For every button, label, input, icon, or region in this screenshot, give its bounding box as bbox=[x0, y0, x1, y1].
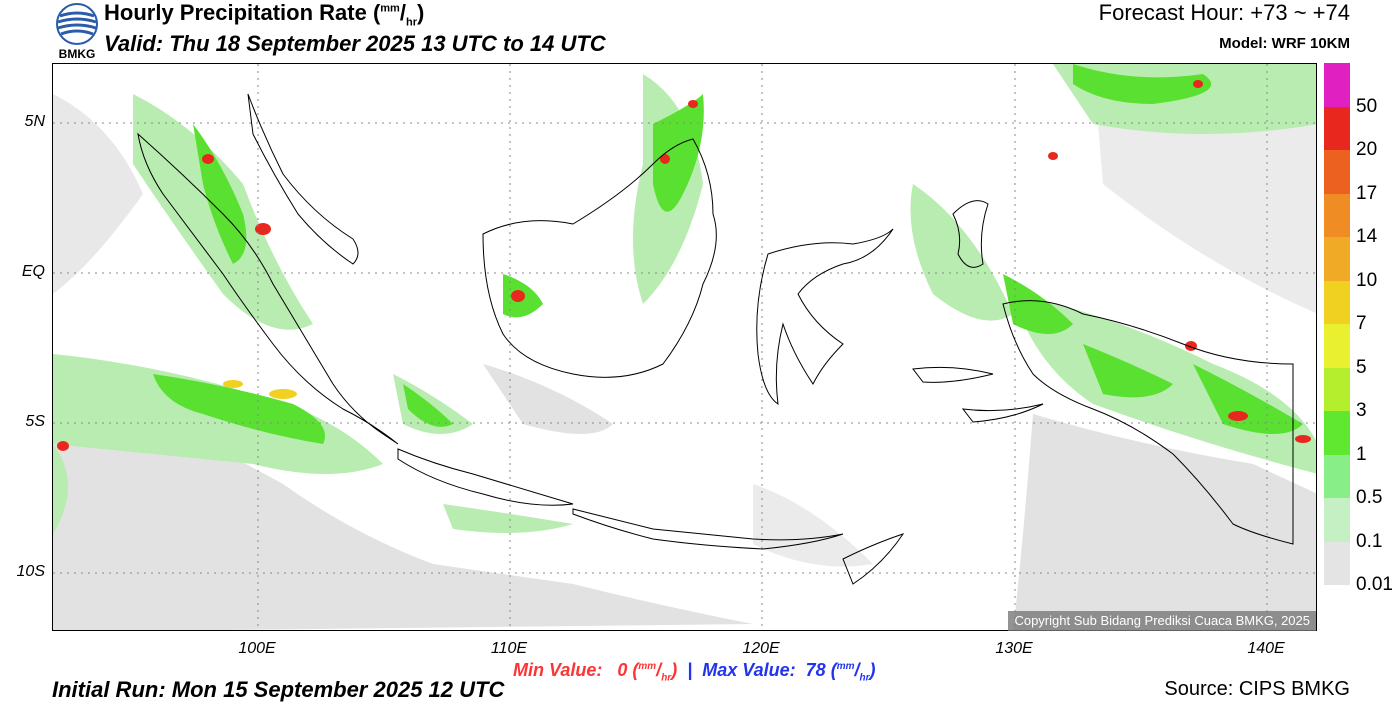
colorbar bbox=[1324, 63, 1350, 585]
colorbar-label: 0.5 bbox=[1356, 487, 1383, 508]
colorbar-segment bbox=[1324, 237, 1350, 281]
lat-label-10s: 10S bbox=[16, 563, 45, 580]
min-max-values: Min Value: 0 (mm/hr) | Max Value: 78 (mm… bbox=[513, 660, 876, 684]
lon-label-120e: 120E bbox=[742, 640, 780, 657]
colorbar-segment bbox=[1324, 367, 1350, 411]
colorbar-label: 10 bbox=[1356, 269, 1378, 291]
colorbar-label: 17 bbox=[1356, 182, 1378, 204]
heavy-rain-cores bbox=[57, 80, 1311, 451]
forecast-hour: Forecast Hour: +73 ~ +74 bbox=[1098, 0, 1350, 25]
colorbar-label: 0.1 bbox=[1356, 530, 1383, 552]
svg-text:BMKG: BMKG bbox=[59, 47, 96, 60]
chart-title: Hourly Precipitation Rate (mm/hr) bbox=[104, 0, 425, 29]
copyright-notice: Copyright Sub Bidang Prediksi Cuaca BMKG… bbox=[1008, 611, 1316, 631]
colorbar-label: 1 bbox=[1356, 443, 1367, 465]
colorbar-label: 5 bbox=[1356, 356, 1367, 378]
colorbar-label: 20 bbox=[1356, 139, 1378, 160]
colorbar-label: 14 bbox=[1356, 226, 1378, 247]
colorbar-segment bbox=[1324, 280, 1350, 324]
colorbar-segment bbox=[1324, 63, 1350, 107]
coastlines bbox=[137, 93, 1294, 585]
model-name: Model: WRF 10KM bbox=[1219, 35, 1350, 52]
colorbar-segment bbox=[1324, 454, 1350, 498]
colorbar-segment bbox=[1324, 150, 1350, 194]
lat-label-5n: 5N bbox=[24, 113, 45, 130]
lat-label-5s: 5S bbox=[25, 413, 45, 430]
valid-time: Valid: Thu 18 September 2025 13 UTC to 1… bbox=[104, 31, 606, 56]
precipitation-map bbox=[52, 63, 1317, 631]
colorbar-segment bbox=[1324, 498, 1350, 542]
source-label: Source: CIPS BMKG bbox=[1164, 678, 1350, 700]
lon-label-140e: 140E bbox=[1247, 640, 1285, 657]
lon-label-110e: 110E bbox=[490, 640, 528, 657]
colorbar-label: 50 bbox=[1356, 95, 1378, 117]
colorbar-segment bbox=[1324, 193, 1350, 237]
lon-label-130e: 130E bbox=[995, 640, 1033, 657]
lon-label-100e: 100E bbox=[238, 640, 276, 657]
min-value: Min Value: 0 (mm/hr) bbox=[513, 660, 683, 684]
map-canvas bbox=[53, 64, 1316, 630]
colorbar-segment bbox=[1324, 411, 1350, 455]
colorbar-segment bbox=[1324, 541, 1350, 585]
max-value: Max Value: 78 (mm/hr) bbox=[702, 660, 876, 684]
colorbar-label: 7 bbox=[1356, 313, 1367, 334]
initial-run: Initial Run: Mon 15 September 2025 12 UT… bbox=[52, 677, 505, 702]
colorbar-segment bbox=[1324, 324, 1350, 368]
colorbar-segment bbox=[1324, 106, 1350, 150]
colorbar-label: 0.01 bbox=[1356, 574, 1393, 595]
colorbar-label: 3 bbox=[1356, 400, 1367, 421]
grid-lines bbox=[53, 64, 1316, 630]
lat-label-eq: EQ bbox=[21, 263, 45, 280]
bmkg-logo: BMKG bbox=[52, 2, 102, 61]
